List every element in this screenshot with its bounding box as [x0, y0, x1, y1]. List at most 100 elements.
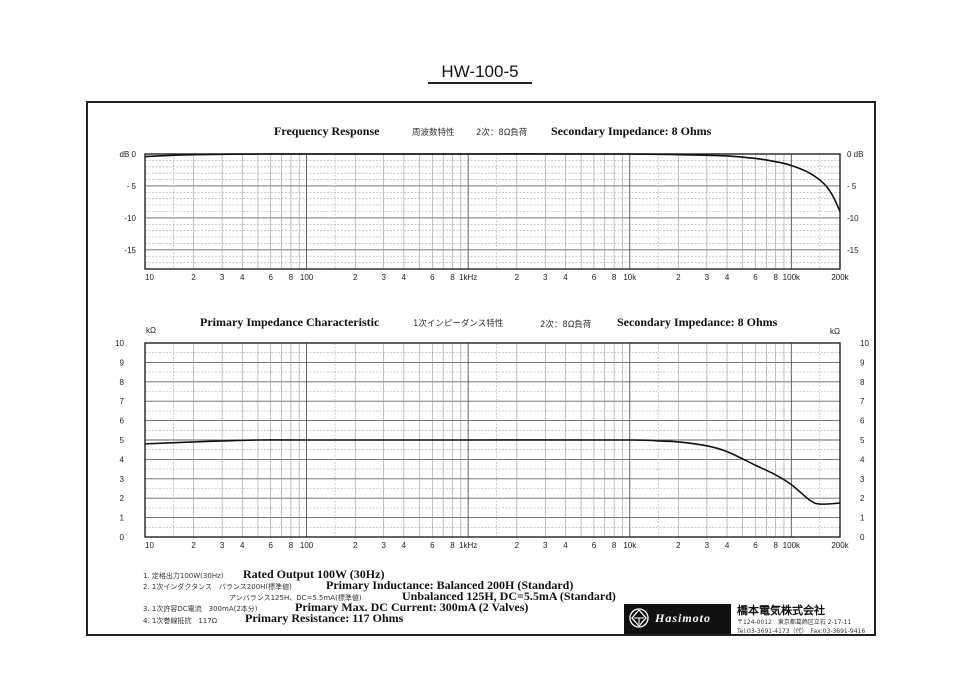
svg-text:10k: 10k: [623, 273, 637, 282]
datasheet-frame: [86, 101, 876, 636]
note-1-en: Rated Output 100W (30Hz): [243, 567, 385, 581]
svg-text:2: 2: [191, 541, 196, 550]
model-title: HW-100-5: [441, 62, 519, 81]
svg-text:1kHz: 1kHz: [459, 541, 477, 550]
imp-y-tick-left: 9: [120, 358, 125, 367]
svg-text:3: 3: [220, 541, 225, 550]
svg-text:2: 2: [353, 273, 358, 282]
svg-text:6: 6: [592, 541, 597, 550]
svg-text:4: 4: [563, 273, 568, 282]
imp-y-tick-left: 1: [120, 514, 125, 523]
svg-text:4: 4: [725, 541, 730, 550]
svg-text:6: 6: [753, 541, 758, 550]
model-title-underline: [428, 82, 532, 84]
freq-y-tick-left: -15: [124, 246, 136, 255]
svg-text:1kHz: 1kHz: [459, 273, 477, 282]
svg-text:10: 10: [145, 273, 154, 282]
svg-text:8: 8: [612, 541, 617, 550]
imp-y-tick-left: 8: [120, 378, 125, 387]
svg-text:3: 3: [705, 273, 710, 282]
freq-chart-title-jp: 周波数特性: [412, 128, 455, 138]
hasimoto-logo: Hasimoto: [624, 604, 731, 634]
note-2b-jp: アンバランス125H、DC=5.5mA(標準値): [229, 594, 362, 602]
frequency-grid: [144, 153, 841, 270]
imp-y-tick-right: 4: [860, 455, 865, 464]
svg-text:10: 10: [145, 541, 154, 550]
imp-y-tick-right: 0: [860, 533, 865, 542]
svg-text:3: 3: [543, 273, 548, 282]
logo-text: Hasimoto: [655, 611, 712, 625]
svg-text:100k: 100k: [783, 541, 801, 550]
svg-text:2: 2: [191, 273, 196, 282]
primary-impedance-curve: [144, 439, 841, 505]
imp-y-tick-right: 1: [860, 514, 865, 523]
imp-y-tick-left: 2: [120, 494, 125, 503]
imp-chart-title: Primary Impedance Characteristic: [200, 315, 380, 329]
svg-text:100k: 100k: [783, 273, 801, 282]
freq-y-tick-right: -15: [847, 246, 859, 255]
imp-y-tick-right: 7: [860, 397, 865, 406]
freq-y-tick-right: 0 dB: [847, 150, 863, 159]
svg-text:4: 4: [240, 273, 245, 282]
imp-x-axis-ticks: 10 2 3 4 6 8 100 2 3 4 6 8 1kHz 2 3 4 6 8 10k 2 3 4 6 8 100k 200k: [145, 541, 850, 550]
company-name: 橋本電気株式会社: [737, 604, 825, 617]
svg-text:100: 100: [300, 273, 314, 282]
svg-text:6: 6: [269, 273, 274, 282]
freq-y-tick-left: dB 0: [120, 150, 137, 159]
imp-y-tick-right: 2: [860, 494, 865, 503]
imp-y-tick-right: 10: [860, 339, 869, 348]
svg-text:2: 2: [353, 541, 358, 550]
svg-text:100: 100: [300, 541, 314, 550]
svg-text:3: 3: [543, 541, 548, 550]
note-2b-en: Unbalanced 125H, DC=5.5mA (Standard): [402, 589, 616, 603]
imp-y-tick-left: 6: [120, 417, 125, 426]
company-tel: Tel:03-3691-4173（代） Fax:03-3691-9416: [737, 628, 866, 635]
svg-text:6: 6: [269, 541, 274, 550]
note-3-en: Primary Max. DC Current: 300mA (2 Valves…: [295, 600, 529, 614]
freq-y-tick-right: - 5: [847, 182, 857, 191]
svg-text:4: 4: [402, 273, 407, 282]
imp-y-unit-right: kΩ: [830, 327, 840, 336]
imp-chart-secondary: Secondary Impedance: 8 Ohms: [617, 315, 778, 329]
svg-text:6: 6: [592, 273, 597, 282]
svg-text:4: 4: [563, 541, 568, 550]
svg-text:8: 8: [450, 541, 455, 550]
svg-text:6: 6: [753, 273, 758, 282]
note-3-jp: 3. 1次許容DC電流 300mA(2本分): [143, 605, 258, 613]
freq-y-tick-right: -10: [847, 214, 859, 223]
imp-chart-title-jp: 1次インピーダンス特性: [413, 319, 504, 329]
imp-y-tick-right: 5: [860, 436, 865, 445]
imp-y-tick-right: 8: [860, 378, 865, 387]
svg-text:6: 6: [430, 541, 435, 550]
svg-text:8: 8: [612, 273, 617, 282]
svg-text:8: 8: [450, 273, 455, 282]
freq-chart-secondary: Secondary Impedance: 8 Ohms: [551, 124, 712, 138]
freq-y-tick-left: - 5: [127, 182, 137, 191]
imp-y-tick-left: 0: [120, 533, 125, 542]
svg-text:8: 8: [289, 541, 294, 550]
svg-text:4: 4: [240, 541, 245, 550]
note-1-jp: 1. 定格出力100W(30Hz): [143, 572, 224, 580]
freq-x-axis-ticks: 10 2 3 4 6 8 100 2 3 4 6 8 1kHz 2 3 4 6 8 10k 2 3 4 6 8 100k 200k: [145, 273, 850, 282]
note-4-jp: 4. 1次巻線抵抗 117Ω: [143, 617, 218, 625]
imp-y-tick-right: 9: [860, 358, 865, 367]
svg-text:2: 2: [515, 273, 520, 282]
freq-chart-title: Frequency Response: [274, 124, 380, 138]
frequency-response-curve: [144, 153, 841, 212]
imp-y-tick-right: 3: [860, 475, 865, 484]
company-address: 〒124-0012 東京都葛飾区立石 2-17-11: [737, 619, 852, 626]
svg-text:8: 8: [773, 541, 778, 550]
freq-chart-load-jp: 2次：8Ω負荷: [476, 128, 528, 138]
note-2-jp: 2. 1次インダクタンス バランス200H(標準値): [143, 583, 292, 591]
svg-text:2: 2: [676, 273, 681, 282]
svg-text:200k: 200k: [831, 273, 849, 282]
hasimoto-diamond-icon: [629, 608, 649, 628]
svg-text:8: 8: [773, 273, 778, 282]
svg-text:8: 8: [289, 273, 294, 282]
svg-text:6: 6: [430, 273, 435, 282]
svg-text:4: 4: [725, 273, 730, 282]
svg-text:3: 3: [381, 541, 386, 550]
imp-y-tick-left: 3: [120, 475, 125, 484]
note-2-en: Primary Inductance: Balanced 200H (Stand…: [326, 578, 574, 592]
svg-text:3: 3: [220, 273, 225, 282]
